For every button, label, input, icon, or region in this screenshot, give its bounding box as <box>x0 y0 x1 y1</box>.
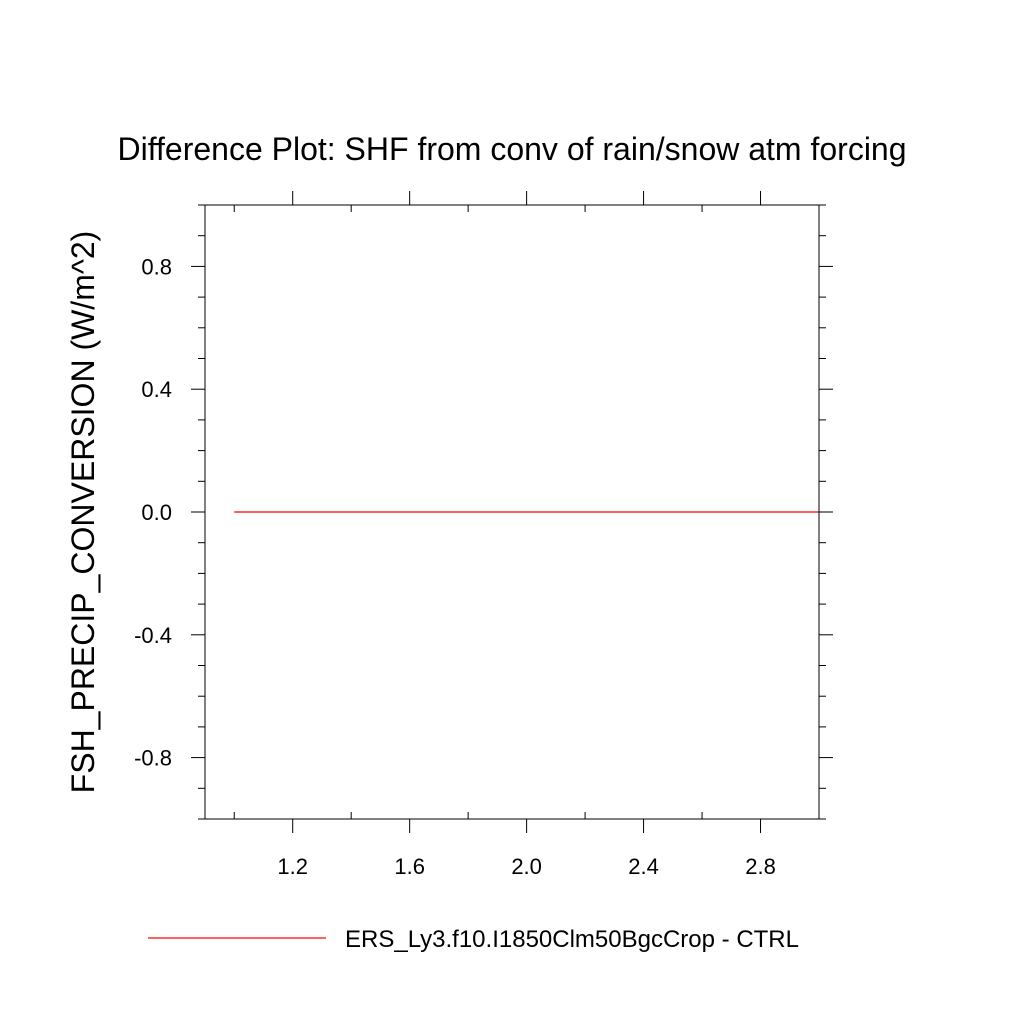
x-tick-label: 2.4 <box>628 854 659 879</box>
y-tick-label: 0.4 <box>141 377 172 402</box>
x-tick-label: 2.0 <box>511 854 542 879</box>
x-tick-label: 2.8 <box>745 854 776 879</box>
legend: ERS_Ly3.f10.I1850Clm50BgcCrop - CTRL <box>148 926 799 953</box>
plot-frame <box>204 204 820 820</box>
x-tick-label: 1.6 <box>394 854 425 879</box>
y-axis-label: FSH_PRECIP_CONVERSION (W/m^2) <box>65 231 101 794</box>
y-tick-label: 0.0 <box>141 500 172 525</box>
y-tick-label: -0.8 <box>134 746 172 771</box>
ticks-layer: 1.2 1.6 2.0 2.4 2.8 0.8 0.4 0.0 -0.4 -0.8 <box>134 191 833 879</box>
legend-label: ERS_Ly3.f10.I1850Clm50BgcCrop - CTRL <box>345 926 799 953</box>
x-tick-label: 1.2 <box>277 854 308 879</box>
chart-title: Difference Plot: SHF from conv of rain/s… <box>117 131 906 167</box>
y-tick-label: 0.8 <box>141 254 172 279</box>
y-tick-label: -0.4 <box>134 623 172 648</box>
